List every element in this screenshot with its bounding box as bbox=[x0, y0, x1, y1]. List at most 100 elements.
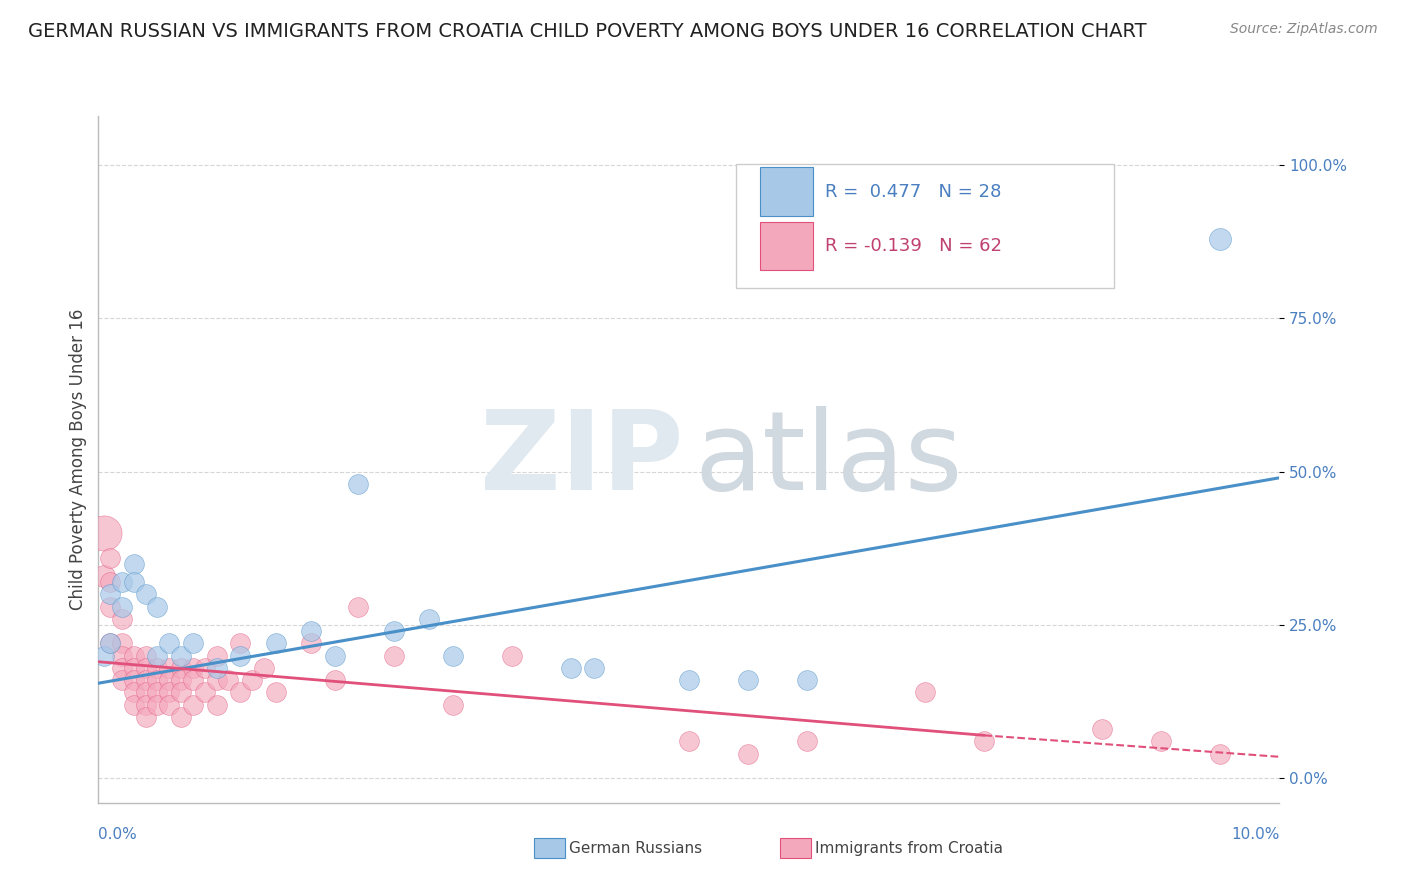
Point bbox=[583, 661, 606, 675]
Point bbox=[299, 624, 322, 639]
Point bbox=[678, 673, 700, 688]
Point bbox=[205, 698, 228, 712]
Point bbox=[205, 648, 228, 663]
Point bbox=[98, 636, 121, 650]
Text: 0.0%: 0.0% bbox=[98, 827, 138, 841]
Point bbox=[737, 747, 759, 761]
Point bbox=[205, 661, 228, 675]
Point bbox=[1091, 723, 1114, 737]
Point bbox=[135, 698, 157, 712]
Point bbox=[229, 636, 252, 650]
Point bbox=[323, 673, 346, 688]
Point bbox=[157, 636, 180, 650]
Point bbox=[1150, 734, 1173, 748]
Text: Source: ZipAtlas.com: Source: ZipAtlas.com bbox=[1230, 22, 1378, 37]
Text: 10.0%: 10.0% bbox=[1232, 827, 1279, 841]
Point bbox=[93, 526, 115, 541]
Point bbox=[914, 685, 936, 699]
Point bbox=[323, 648, 346, 663]
Point bbox=[111, 575, 134, 590]
Point bbox=[796, 734, 818, 748]
Text: R =  0.477   N = 28: R = 0.477 N = 28 bbox=[825, 183, 1001, 201]
Point bbox=[205, 673, 228, 688]
Point bbox=[418, 612, 440, 626]
Point bbox=[299, 636, 322, 650]
Text: German Russians: German Russians bbox=[569, 841, 703, 855]
Point bbox=[181, 673, 204, 688]
Point bbox=[170, 710, 193, 724]
Text: R = -0.139   N = 62: R = -0.139 N = 62 bbox=[825, 237, 1001, 255]
Text: Immigrants from Croatia: Immigrants from Croatia bbox=[815, 841, 1004, 855]
Point bbox=[1209, 232, 1232, 246]
Y-axis label: Child Poverty Among Boys Under 16: Child Poverty Among Boys Under 16 bbox=[69, 309, 87, 610]
Point bbox=[737, 673, 759, 688]
Point bbox=[122, 648, 145, 663]
Text: GERMAN RUSSIAN VS IMMIGRANTS FROM CROATIA CHILD POVERTY AMONG BOYS UNDER 16 CORR: GERMAN RUSSIAN VS IMMIGRANTS FROM CROATI… bbox=[28, 22, 1147, 41]
Point bbox=[194, 661, 217, 675]
Point bbox=[98, 575, 121, 590]
Point bbox=[1209, 747, 1232, 761]
FancyBboxPatch shape bbox=[759, 222, 813, 270]
Point bbox=[98, 599, 121, 614]
Point bbox=[229, 685, 252, 699]
Point bbox=[111, 648, 134, 663]
Point bbox=[973, 734, 995, 748]
Text: ZIP: ZIP bbox=[479, 406, 683, 513]
Point bbox=[93, 648, 115, 663]
Point bbox=[122, 575, 145, 590]
Point bbox=[170, 685, 193, 699]
Point bbox=[111, 673, 134, 688]
Point bbox=[146, 673, 169, 688]
Point bbox=[135, 587, 157, 601]
Point bbox=[796, 673, 818, 688]
Point bbox=[501, 648, 523, 663]
Point bbox=[111, 661, 134, 675]
Point bbox=[347, 477, 370, 491]
FancyBboxPatch shape bbox=[759, 168, 813, 216]
Point bbox=[253, 661, 276, 675]
Point bbox=[146, 661, 169, 675]
Point bbox=[382, 624, 405, 639]
Point bbox=[264, 636, 287, 650]
FancyBboxPatch shape bbox=[737, 164, 1114, 288]
Point bbox=[122, 685, 145, 699]
Point bbox=[135, 661, 157, 675]
Point bbox=[382, 648, 405, 663]
Point bbox=[217, 673, 239, 688]
Point bbox=[146, 648, 169, 663]
Point bbox=[135, 673, 157, 688]
Point bbox=[264, 685, 287, 699]
Point bbox=[122, 698, 145, 712]
Point bbox=[98, 550, 121, 565]
Point bbox=[157, 673, 180, 688]
Point bbox=[157, 685, 180, 699]
Point bbox=[111, 599, 134, 614]
Point bbox=[157, 661, 180, 675]
Text: atlas: atlas bbox=[695, 406, 963, 513]
Point bbox=[146, 698, 169, 712]
Point bbox=[111, 636, 134, 650]
Point bbox=[194, 685, 217, 699]
Point bbox=[111, 612, 134, 626]
Point bbox=[441, 698, 464, 712]
Point bbox=[135, 710, 157, 724]
Point bbox=[122, 557, 145, 571]
Point bbox=[93, 569, 115, 583]
Point bbox=[98, 587, 121, 601]
Point bbox=[157, 698, 180, 712]
Point bbox=[181, 661, 204, 675]
Point bbox=[441, 648, 464, 663]
Point bbox=[98, 636, 121, 650]
Point bbox=[678, 734, 700, 748]
Point bbox=[170, 661, 193, 675]
Point bbox=[347, 599, 370, 614]
Point bbox=[122, 661, 145, 675]
Point bbox=[560, 661, 582, 675]
Point bbox=[146, 685, 169, 699]
Point bbox=[229, 648, 252, 663]
Point bbox=[135, 685, 157, 699]
Point bbox=[122, 673, 145, 688]
Point bbox=[181, 636, 204, 650]
Point bbox=[170, 673, 193, 688]
Point bbox=[135, 648, 157, 663]
